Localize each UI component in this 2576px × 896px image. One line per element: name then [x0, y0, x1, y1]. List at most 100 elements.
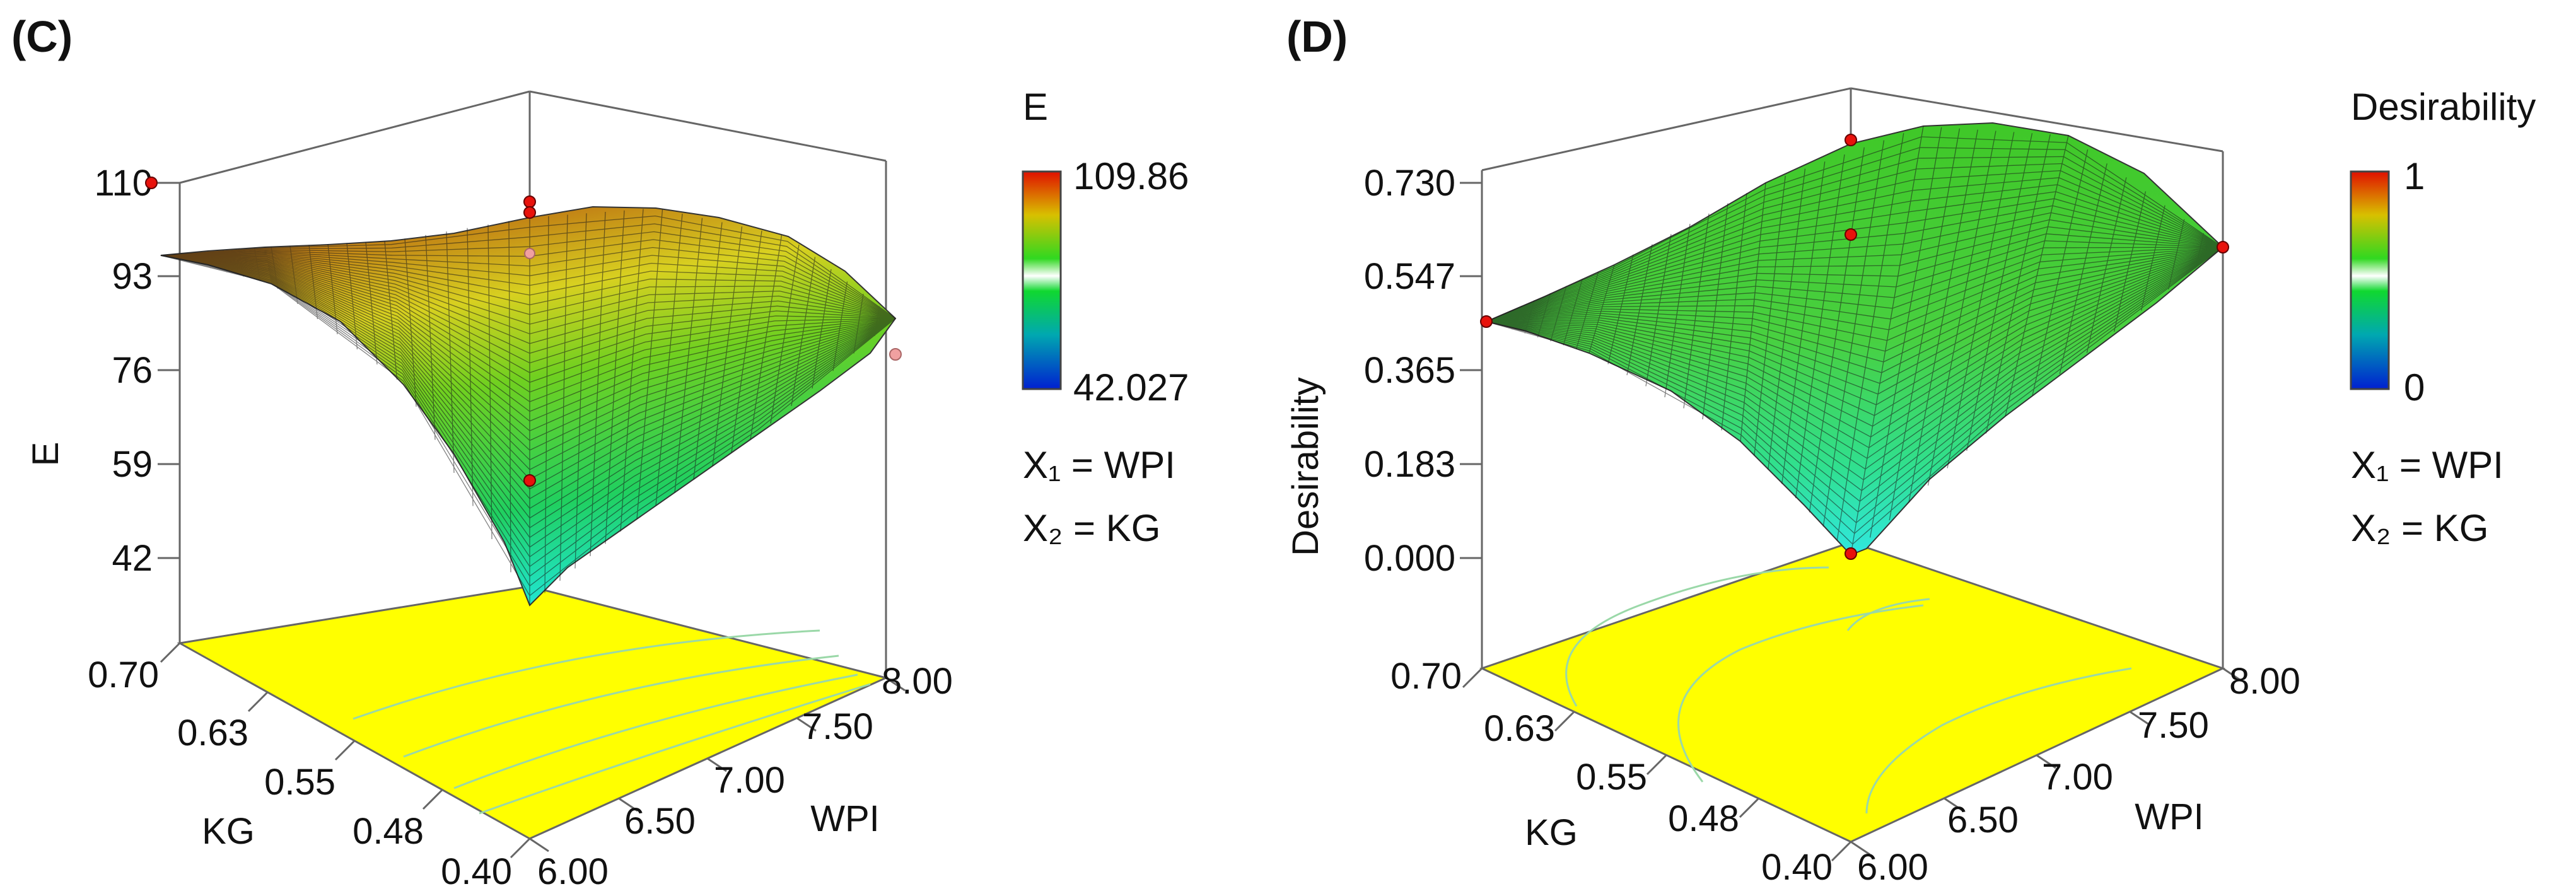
panel-d-z-tick-label: 0.547 — [1364, 256, 1455, 297]
panel-c-design-points — [145, 177, 902, 487]
mesh-line — [712, 226, 743, 467]
panel-d-kg-tick-label: 0.70 — [1390, 656, 1462, 697]
mesh-line — [620, 209, 644, 532]
panel-c-point-4 — [524, 248, 535, 259]
mesh-line — [1927, 131, 1996, 486]
panel-c-kg-tick-label: 0.48 — [353, 811, 424, 852]
mesh-line — [160, 255, 896, 596]
mesh-line — [1822, 140, 1885, 527]
mesh-line — [1486, 247, 2223, 491]
panel-c-wpi-axis-label: WPI — [810, 798, 880, 839]
mesh-line — [1947, 132, 2015, 468]
panel-d-factor-x1: X₁ = WPI — [2351, 444, 2503, 486]
panel-d-kg-ticks — [1462, 667, 1852, 862]
panel-d-design-points — [1480, 134, 2229, 560]
panel-c-point-5 — [523, 474, 536, 487]
panel-d-wpi-axis-label: WPI — [2135, 796, 2204, 837]
mesh-line — [160, 255, 896, 422]
mesh-line — [1486, 247, 2223, 513]
panel-c-factor-x1: X₁ = WPI — [1023, 444, 1175, 486]
mesh-line — [1836, 133, 1904, 541]
mesh-line — [160, 255, 896, 490]
mesh-line — [693, 222, 723, 480]
panel-c-kg-tick-label: 0.40 — [441, 851, 512, 892]
panel-c-colorbar — [1022, 170, 1062, 390]
mesh-line — [1869, 127, 1942, 538]
panel-d-z-tick-label: 0.365 — [1364, 350, 1455, 391]
panel-d-wpi-tick-label: 8.00 — [2229, 661, 2300, 702]
panel-d-factor-x2: X₂ = KG — [2351, 507, 2488, 549]
panel-c-factor-x2: X₂ = KG — [1023, 507, 1160, 549]
panel-c-colorbar-max: 109.86 — [1073, 155, 1189, 197]
panel-c-wpi-tick-label: 6.50 — [624, 801, 696, 842]
panel-c-surface-mesh — [160, 209, 896, 605]
panel-d-z-ticks — [1460, 182, 1482, 559]
panel-d-surface-mesh — [1486, 125, 2223, 556]
mesh-line — [2059, 163, 2107, 375]
mesh-line — [1486, 247, 2223, 405]
mesh-line — [750, 235, 783, 440]
mesh-line — [1850, 125, 1924, 556]
panel-d-kg-axis-label: KG — [1525, 812, 1578, 853]
mesh-line — [1809, 147, 1865, 513]
panel-c-kg-tick-label: 0.63 — [177, 713, 248, 753]
panel-c-kg-axis-label: KG — [202, 811, 255, 852]
mesh-line — [770, 244, 800, 424]
mesh-line — [1486, 247, 2223, 341]
panel-d-point-1 — [1845, 134, 1857, 146]
panel-d-point-2 — [1845, 228, 1857, 241]
mesh-line — [1486, 247, 2223, 427]
panel-d: (D) 0.730 0.54 — [1285, 12, 2536, 888]
panel-d-surface-patch — [1484, 122, 2224, 556]
mesh-line — [160, 255, 896, 548]
mesh-line — [605, 210, 625, 544]
panel-c-z-tick-label: 93 — [112, 256, 153, 297]
panel-c-wpi-ticks — [529, 677, 906, 852]
panel-d-wpi-tick-label: 7.50 — [2138, 705, 2209, 746]
mesh-line — [544, 216, 549, 593]
panel-d-wpi-tick-label: 6.50 — [1947, 800, 2019, 841]
panel-d-point-5 — [1845, 547, 1857, 560]
mesh-line — [2032, 149, 2089, 395]
mesh-line — [160, 255, 896, 528]
mesh-line — [160, 255, 896, 499]
mesh-line — [160, 255, 896, 451]
mesh-line — [160, 255, 896, 558]
mesh-line — [1486, 247, 2223, 502]
mesh-line — [160, 255, 896, 432]
panel-d-z-axis-label: Desirability — [1285, 377, 1326, 556]
panel-d-z-tick-label: 0.183 — [1364, 444, 1455, 485]
panel-d-colorbar-title: Desirability — [2351, 86, 2536, 128]
panel-c-z-tick-label: 76 — [112, 350, 153, 391]
panel-c-z-tick-label: 42 — [112, 538, 153, 579]
panel-c-z-tick-label: 59 — [112, 444, 153, 485]
mesh-line — [590, 211, 606, 557]
mesh-line — [1889, 128, 1961, 521]
mesh-line — [1486, 247, 2223, 384]
panel-d-kg-tick-label: 0.40 — [1761, 847, 1833, 888]
mesh-line — [1908, 129, 1978, 503]
panel-c-point-6 — [889, 348, 902, 361]
mesh-line — [1486, 247, 2223, 448]
panel-c-kg-ticks — [160, 642, 531, 859]
mesh-line — [674, 218, 703, 493]
mesh-line — [636, 209, 663, 520]
mesh-line — [1486, 247, 2223, 416]
panel-c: (C) — [11, 12, 1189, 892]
panel-d-z-tick-label: 0.000 — [1364, 538, 1455, 579]
mesh-line — [1486, 247, 2223, 534]
panel-c-kg-tick-label: 0.70 — [88, 655, 159, 695]
panel-d-contours — [1565, 566, 2132, 814]
panel-d-wpi-tick-label: 7.00 — [2042, 757, 2113, 798]
panel-d-surface — [1484, 122, 2224, 556]
mesh-line — [2005, 135, 2069, 417]
panel-c-point-3 — [523, 206, 536, 219]
panel-d-kg-tick-label: 0.63 — [1484, 708, 1555, 749]
mesh-line — [2140, 205, 2165, 311]
panel-c-colorbar-min: 42.027 — [1073, 366, 1189, 409]
mesh-line — [874, 306, 880, 336]
mesh-line — [731, 230, 762, 453]
mesh-line — [1985, 134, 2051, 434]
mesh-line — [832, 281, 848, 371]
